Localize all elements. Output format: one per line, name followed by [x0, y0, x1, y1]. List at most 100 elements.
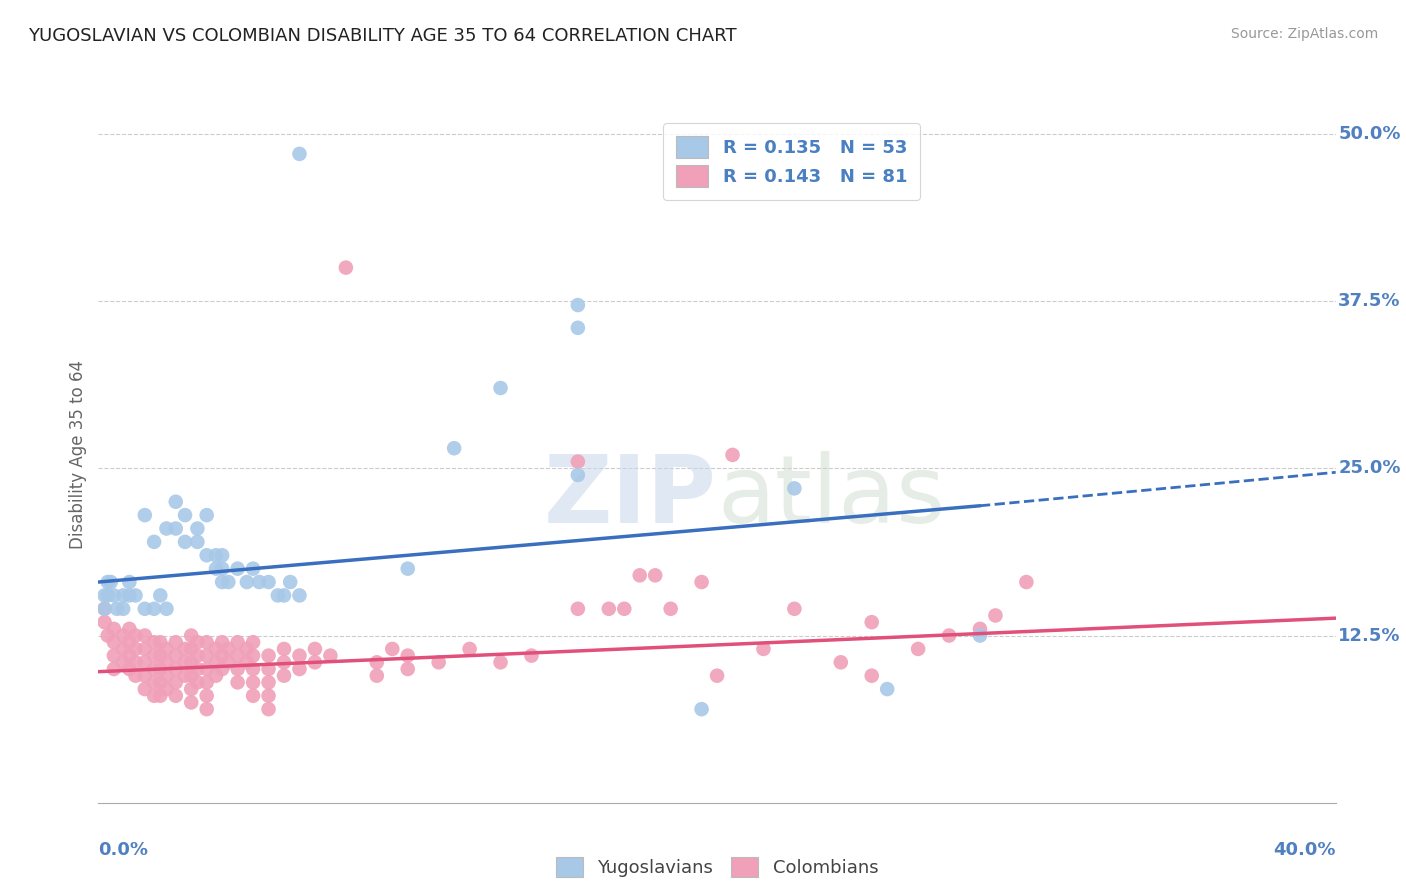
- Point: [257, 575, 280, 590]
- Point: [273, 642, 295, 657]
- Point: [103, 622, 125, 636]
- Point: [288, 147, 311, 161]
- Point: [124, 628, 146, 642]
- Point: [149, 589, 172, 603]
- Point: [205, 669, 228, 683]
- Point: [489, 655, 512, 669]
- Point: [205, 642, 228, 657]
- Point: [165, 662, 187, 676]
- Legend: Yugoslavians, Colombians: Yugoslavians, Colombians: [548, 850, 886, 884]
- Point: [195, 662, 218, 676]
- Text: Source: ZipAtlas.com: Source: ZipAtlas.com: [1230, 27, 1378, 41]
- Point: [195, 548, 218, 563]
- Point: [396, 562, 419, 576]
- Point: [155, 681, 177, 696]
- Point: [211, 635, 233, 649]
- Point: [257, 689, 280, 703]
- Point: [396, 662, 419, 676]
- Point: [443, 442, 465, 456]
- Point: [226, 662, 249, 676]
- Point: [165, 675, 187, 690]
- Point: [174, 669, 197, 683]
- Point: [143, 635, 166, 649]
- Point: [103, 589, 125, 603]
- Text: 40.0%: 40.0%: [1274, 841, 1336, 859]
- Point: [180, 681, 202, 696]
- Point: [984, 608, 1007, 623]
- Text: 12.5%: 12.5%: [1339, 626, 1400, 645]
- Text: 37.5%: 37.5%: [1339, 292, 1400, 310]
- Point: [118, 575, 141, 590]
- Point: [567, 455, 589, 469]
- Point: [690, 575, 713, 590]
- Point: [288, 662, 311, 676]
- Point: [396, 648, 419, 663]
- Point: [149, 689, 172, 703]
- Point: [520, 648, 543, 663]
- Point: [969, 628, 991, 642]
- Point: [236, 655, 259, 669]
- Point: [907, 642, 929, 657]
- Point: [97, 575, 120, 590]
- Point: [366, 655, 388, 669]
- Point: [186, 662, 208, 676]
- Point: [103, 635, 125, 649]
- Point: [124, 655, 146, 669]
- Point: [149, 675, 172, 690]
- Point: [304, 642, 326, 657]
- Point: [186, 635, 208, 649]
- Point: [567, 321, 589, 335]
- Point: [381, 642, 404, 657]
- Text: 50.0%: 50.0%: [1339, 125, 1400, 143]
- Point: [226, 648, 249, 663]
- Point: [860, 669, 883, 683]
- Point: [118, 589, 141, 603]
- Point: [180, 628, 202, 642]
- Point: [118, 622, 141, 636]
- Point: [134, 669, 156, 683]
- Point: [489, 381, 512, 395]
- Point: [217, 575, 239, 590]
- Point: [134, 655, 156, 669]
- Point: [211, 662, 233, 676]
- Point: [174, 535, 197, 549]
- Point: [304, 655, 326, 669]
- Point: [613, 602, 636, 616]
- Point: [186, 521, 208, 535]
- Point: [143, 675, 166, 690]
- Point: [830, 655, 852, 669]
- Point: [257, 702, 280, 716]
- Point: [180, 655, 202, 669]
- Point: [860, 615, 883, 630]
- Point: [174, 655, 197, 669]
- Point: [134, 628, 156, 642]
- Point: [598, 602, 620, 616]
- Point: [97, 589, 120, 603]
- Point: [195, 508, 218, 523]
- Point: [242, 689, 264, 703]
- Point: [180, 696, 202, 710]
- Point: [100, 575, 122, 590]
- Point: [242, 675, 264, 690]
- Point: [267, 589, 290, 603]
- Point: [149, 662, 172, 676]
- Point: [205, 548, 228, 563]
- Point: [247, 575, 270, 590]
- Point: [644, 568, 666, 582]
- Point: [211, 562, 233, 576]
- Point: [783, 602, 806, 616]
- Point: [335, 260, 357, 275]
- Point: [242, 648, 264, 663]
- Point: [236, 642, 259, 657]
- Point: [236, 575, 259, 590]
- Text: ZIP: ZIP: [544, 450, 717, 542]
- Point: [149, 635, 172, 649]
- Point: [112, 589, 135, 603]
- Point: [319, 648, 342, 663]
- Point: [257, 648, 280, 663]
- Point: [205, 562, 228, 576]
- Point: [211, 648, 233, 663]
- Y-axis label: Disability Age 35 to 64: Disability Age 35 to 64: [69, 360, 87, 549]
- Point: [752, 642, 775, 657]
- Point: [155, 602, 177, 616]
